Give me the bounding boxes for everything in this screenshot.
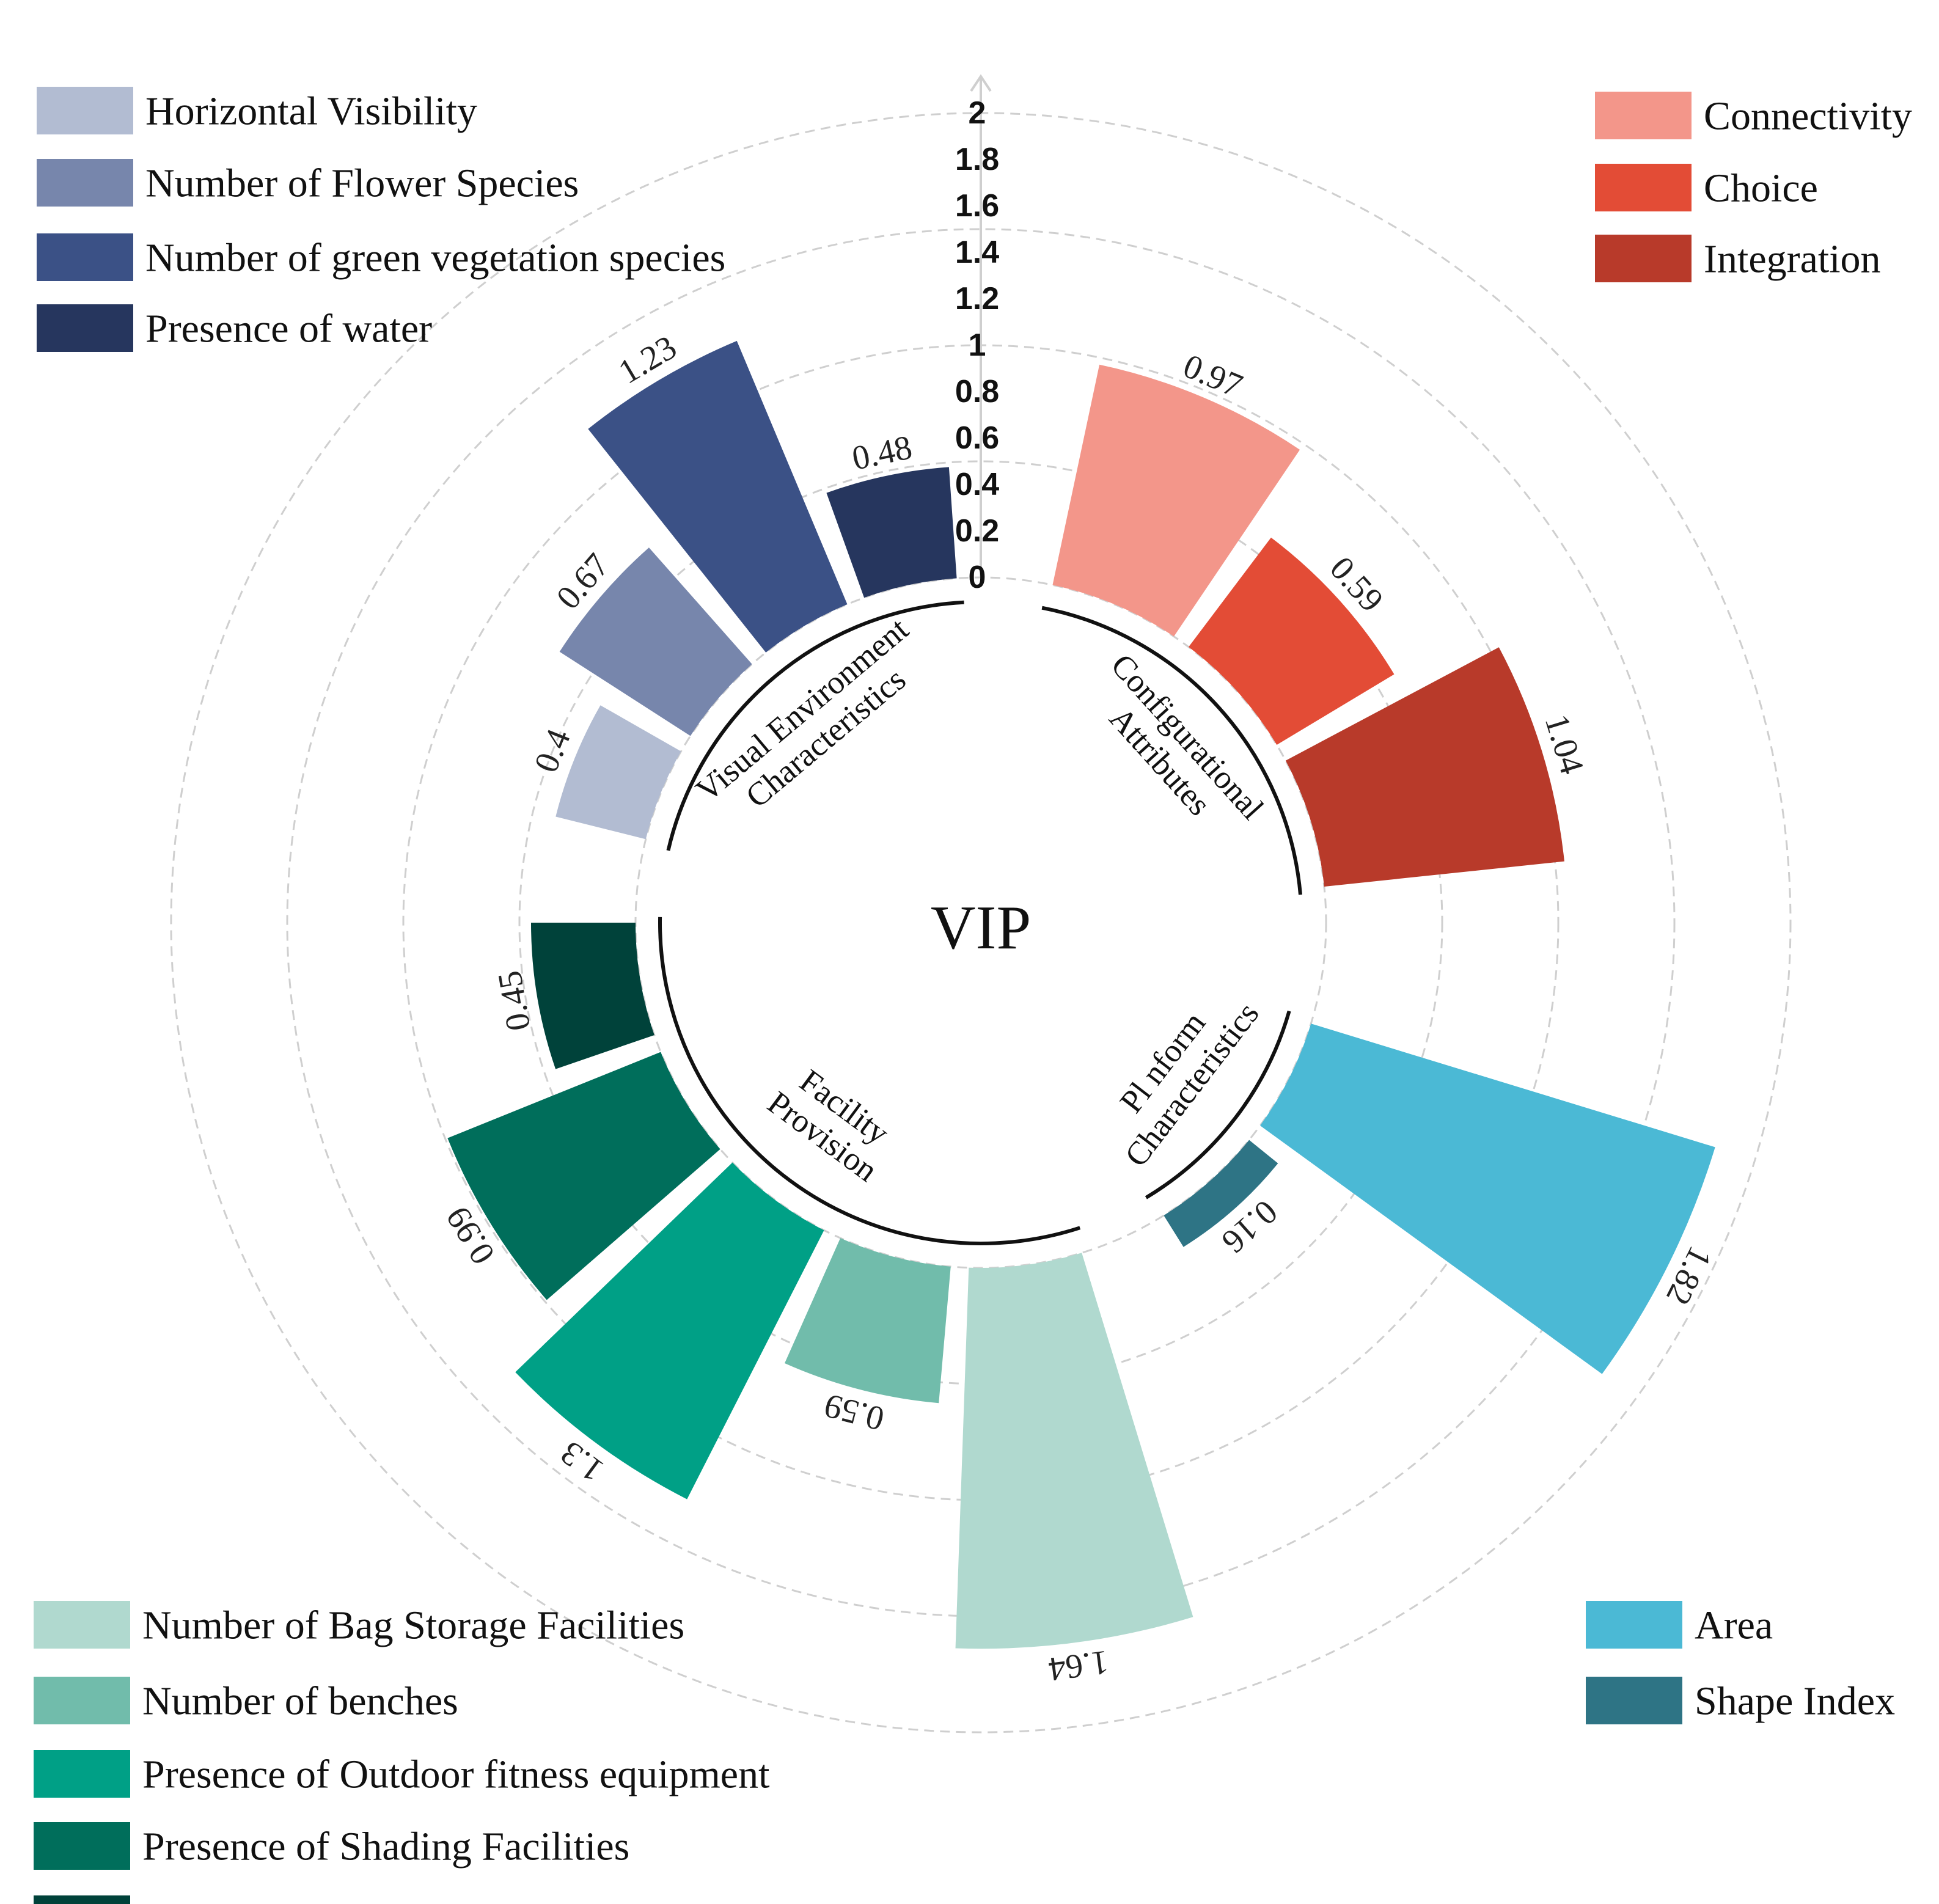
axis-tick-8: 1.6 [955, 188, 999, 224]
legend-label-presence-of-shading-facilities: Presence of Shading Facilities [142, 1825, 629, 1869]
axis-tick-7: 1.4 [955, 235, 999, 270]
group-label-pl-nform-characteristics: Pl nformCharacteristics [1088, 973, 1266, 1174]
axis-tick-3: 0.6 [955, 420, 999, 456]
legend-label-distance-to-restrooms: Distance to Restrooms [142, 1898, 508, 1904]
axis-tick-10: 2 [969, 95, 986, 131]
axis-tick-4: 0.8 [955, 374, 999, 409]
group-label-facility-provision: FacilityProvision [761, 1055, 906, 1189]
value-label-number-of-bag-storage-facilities: 1.64 [1046, 1643, 1110, 1688]
legend-label-choice: Choice [1704, 166, 1818, 211]
group-arc-configurational-attributes [1041, 606, 1302, 895]
value-label-number-of-benches: 0.59 [821, 1386, 888, 1438]
bar-number-of-benches [785, 1238, 951, 1404]
legend-label-connectivity: Connectivity [1704, 94, 1912, 139]
axis-tick-2: 0.4 [955, 467, 999, 502]
bar-horizontal-visibility [555, 705, 681, 840]
legend-swatch-choice [1595, 164, 1692, 211]
bar-connectivity [1052, 364, 1300, 637]
axis-tick-9: 1.8 [955, 142, 999, 177]
legend-swatch-integration [1595, 235, 1692, 282]
bar-area [1260, 1023, 1715, 1374]
legend-label-horizontal-visibility: Horizontal Visibility [145, 89, 477, 134]
legend-label-area: Area [1695, 1603, 1773, 1648]
axis-tick-5: 1 [969, 328, 986, 363]
radial-axis-arrow [970, 74, 992, 92]
legend-label-number-of-green-vegetation-species: Number of green vegetation species [145, 236, 725, 280]
legend-swatch-connectivity [1595, 92, 1692, 139]
value-label-distance-to-restrooms: 0.45 [491, 968, 538, 1033]
center-label: VIP [931, 893, 1031, 962]
legend-label-shape-index: Shape Index [1695, 1679, 1895, 1724]
value-label-presence-of-water: 0.48 [849, 428, 915, 478]
group-arcs [658, 600, 1302, 1245]
legend-swatch-number-of-bag-storage-facilities [34, 1601, 130, 1649]
legend-swatch-number-of-green-vegetation-species [37, 233, 133, 281]
axis-tick-1: 0.2 [955, 513, 999, 549]
legend-swatch-horizontal-visibility [37, 87, 133, 134]
legend-swatch-number-of-flower-species [37, 159, 133, 207]
legend-label-integration: Integration [1704, 237, 1881, 282]
bars [447, 340, 1715, 1649]
group-arc-visual-environment-characteristics [666, 600, 964, 851]
radial-axis: 0 0.2 0.4 0.6 0.8 1 1.2 1.4 1.6 1.8 2 [955, 74, 999, 595]
legends: Horizontal Visibility Number of Flower Sp… [34, 87, 1912, 1904]
bar-number-of-flower-species [559, 547, 752, 736]
legend-label-presence-of-outdoor-fitness-equipment: Presence of Outdoor fitness equipment [142, 1752, 769, 1797]
bar-distance-to-restrooms [531, 923, 654, 1069]
bar-number-of-green-vegetation-species [588, 340, 848, 653]
group-arc-facility-provision [658, 917, 1081, 1245]
legend-label-number-of-bag-storage-facilities: Number of Bag Storage Facilities [142, 1603, 684, 1648]
legend-label-number-of-flower-species: Number of Flower Species [145, 161, 579, 206]
legend-swatch-presence-of-shading-facilities [34, 1822, 130, 1870]
bar-number-of-bag-storage-facilities [955, 1253, 1193, 1649]
axis-tick-0: 0 [969, 560, 986, 595]
legend-label-number-of-benches: Number of benches [142, 1679, 458, 1724]
bar-presence-of-outdoor-fitness-equipment [515, 1162, 824, 1499]
legend-swatch-area [1586, 1601, 1682, 1649]
bar-choice [1189, 537, 1395, 745]
group-arc-pl-nform-characteristics [1145, 1010, 1291, 1199]
legend-swatch-number-of-benches [34, 1677, 130, 1724]
legend-swatch-distance-to-restrooms [34, 1895, 130, 1904]
bar-presence-of-shading-facilities [447, 1052, 720, 1300]
legend-swatch-presence-of-water [37, 304, 133, 352]
legend-swatch-presence-of-outdoor-fitness-equipment [34, 1750, 130, 1798]
bar-shape-index [1164, 1140, 1278, 1247]
legend-label-presence-of-water: Presence of water [145, 307, 432, 351]
legend-swatch-shape-index [1586, 1677, 1682, 1724]
bar-integration [1285, 647, 1564, 887]
axis-tick-6: 1.2 [955, 281, 999, 317]
bar-presence-of-water [826, 467, 957, 598]
